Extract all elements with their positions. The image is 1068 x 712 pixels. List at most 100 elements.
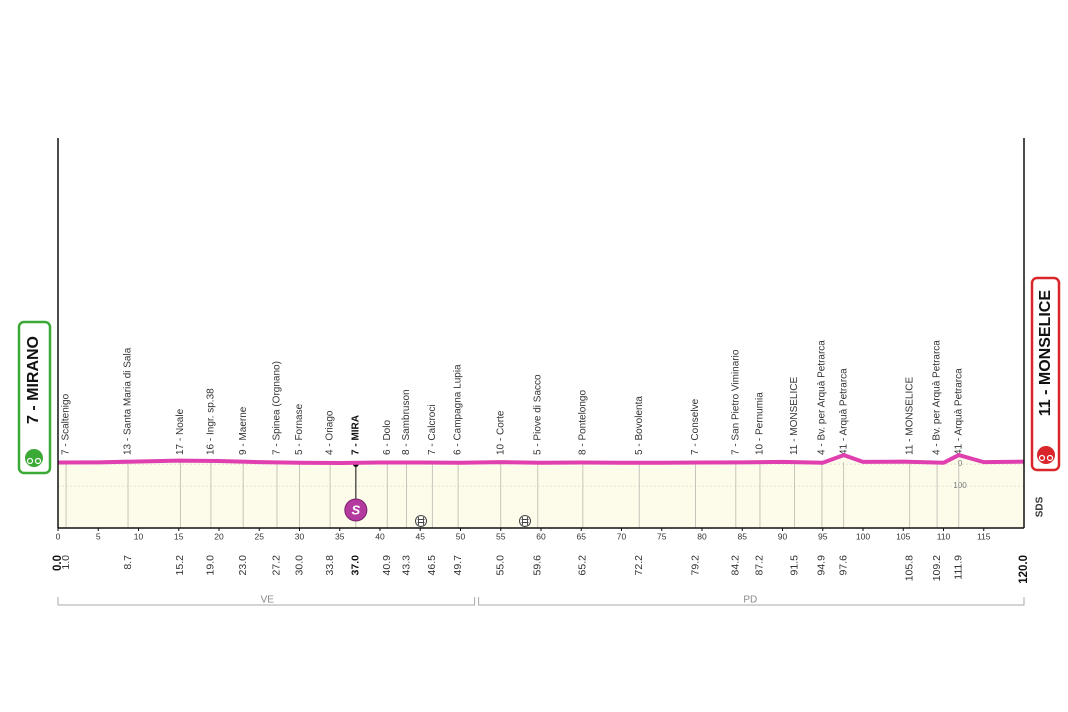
x-tick-label: 30 bbox=[295, 531, 305, 541]
km-label: 59.6 bbox=[532, 555, 544, 576]
waypoint-label: 7 - Scaltenigo bbox=[61, 393, 72, 455]
waypoint-label: 9 - Maerne bbox=[238, 406, 249, 455]
km-label: 8.7 bbox=[122, 555, 134, 570]
x-tick-label: 0 bbox=[56, 531, 61, 541]
waypoint-label: 13 - Santa Maria di Sala bbox=[123, 347, 134, 455]
x-tick-label: 5 bbox=[96, 531, 101, 541]
province-bracket bbox=[478, 597, 1025, 606]
waypoint-label: 4 - Oriago bbox=[325, 410, 336, 455]
x-tick-label: 100 bbox=[856, 531, 870, 541]
sprint-badge bbox=[344, 498, 368, 522]
level-crossing-icon bbox=[415, 515, 427, 527]
km-label: 33.8 bbox=[324, 555, 336, 576]
km-label: 111.9 bbox=[953, 555, 965, 580]
brand: SDS bbox=[1035, 496, 1046, 517]
waypoint-label: 8 - Sambruson bbox=[401, 389, 412, 455]
waypoint-label: 6 - Dolo bbox=[382, 420, 393, 455]
km-label: 87.2 bbox=[754, 555, 766, 576]
waypoint-label: 7 - Spinea (Orgnano) bbox=[272, 361, 283, 455]
x-tick-label: 105 bbox=[896, 531, 910, 541]
km-label: 84.2 bbox=[730, 555, 742, 576]
x-tick-label: 75 bbox=[657, 531, 667, 541]
finish-icon bbox=[1037, 446, 1055, 464]
km-label: 94.9 bbox=[816, 555, 828, 576]
finish-box bbox=[1030, 276, 1061, 472]
km-label: 46.5 bbox=[426, 555, 438, 576]
km-label: 0.0 bbox=[52, 555, 64, 571]
waypoint-label: 17 - Noale bbox=[175, 408, 186, 455]
waypoint-label: 5 - Bovolenta bbox=[634, 396, 645, 455]
km-label: 105.8 bbox=[903, 555, 915, 581]
x-tick-label: 70 bbox=[617, 531, 627, 541]
km-label: 120.0 bbox=[1018, 555, 1030, 584]
y-tick-label: 100 bbox=[953, 481, 967, 490]
km-label: 79.2 bbox=[689, 555, 701, 576]
x-tick-label: 90 bbox=[778, 531, 788, 541]
km-label: 72.2 bbox=[633, 555, 645, 576]
waypoint-label: 6 - Campagna Lupia bbox=[453, 364, 464, 455]
start-label: 7 - MIRANO bbox=[25, 336, 42, 424]
start-box bbox=[17, 320, 52, 475]
x-tick-label: 115 bbox=[977, 531, 991, 541]
profile-area bbox=[58, 455, 1024, 528]
level-crossing-icon bbox=[519, 515, 531, 527]
icon-wheel bbox=[26, 457, 34, 465]
x-tick-label: 40 bbox=[375, 531, 385, 541]
province-label: PD bbox=[743, 595, 757, 606]
km-label: 43.3 bbox=[400, 555, 412, 576]
waypoint-label: 11 - MONSELICE bbox=[789, 377, 800, 455]
km-label: 55.0 bbox=[495, 555, 507, 576]
x-tick-label: 110 bbox=[937, 531, 951, 541]
waypoint-label: 4 - Bv. per Arquà Petrarca bbox=[817, 340, 828, 455]
x-tick-label: 60 bbox=[536, 531, 546, 541]
km-label: 109.2 bbox=[931, 555, 943, 581]
km-label: 40.9 bbox=[381, 555, 393, 576]
x-tick-label: 95 bbox=[818, 531, 828, 541]
km-label: 1.0 bbox=[60, 555, 72, 570]
waypoint-label: 7 - San Pietro Viminario bbox=[730, 349, 741, 455]
km-label: 49.7 bbox=[452, 555, 464, 576]
km-label: 15.2 bbox=[174, 555, 186, 576]
waypoint-label: 41 - Arquà Petrarca bbox=[953, 368, 964, 455]
x-tick-label: 20 bbox=[214, 531, 224, 541]
x-tick-label: 50 bbox=[456, 531, 466, 541]
x-tick-label: 25 bbox=[255, 531, 265, 541]
x-tick-label: 65 bbox=[577, 531, 587, 541]
km-label: 37.0 bbox=[350, 555, 362, 576]
profile-line bbox=[57, 453, 1025, 465]
waypoint-label: 10 - Pernumia bbox=[755, 392, 766, 455]
waypoint-label: 7 - MIRA bbox=[350, 415, 361, 455]
waypoint-label: 16 - Ingr. sp.38 bbox=[206, 388, 217, 455]
waypoint-label: 5 - Piove di Sacco bbox=[532, 374, 543, 455]
finish-label: 11 - MONSELICE bbox=[1037, 290, 1054, 417]
sprint-symbol: S bbox=[352, 502, 361, 517]
x-tick-label: 85 bbox=[738, 531, 748, 541]
waypoint-label: 4 - Bv. per Arquà Petrarca bbox=[932, 340, 943, 455]
waypoint-label: 10 - Corte bbox=[495, 410, 506, 455]
level-crossing-icon bbox=[417, 517, 425, 525]
x-tick-label: 35 bbox=[335, 531, 345, 541]
km-label: 91.5 bbox=[788, 555, 800, 576]
km-label: 97.6 bbox=[837, 555, 849, 576]
km-label: 65.2 bbox=[577, 555, 589, 576]
waypoint-label: 7 - Calcroci bbox=[427, 404, 438, 455]
waypoint-label: 11 - MONSELICE bbox=[904, 377, 915, 455]
x-tick-label: 45 bbox=[416, 531, 426, 541]
start-icon bbox=[25, 449, 43, 467]
waypoint-label: 8 - Pontelongo bbox=[578, 390, 589, 455]
y-tick-label: 0 bbox=[958, 459, 963, 468]
level-crossing-icon bbox=[521, 517, 529, 525]
km-label: 27.2 bbox=[271, 555, 283, 576]
waypoint-label: 5 - Fornase bbox=[294, 403, 305, 455]
km-label: 30.0 bbox=[293, 555, 305, 576]
icon-wheel bbox=[34, 457, 42, 465]
x-tick-label: 80 bbox=[697, 531, 707, 541]
waypoint-label: 7 - Conselve bbox=[690, 398, 701, 455]
km-label: 19.0 bbox=[205, 555, 217, 576]
x-tick-label: 10 bbox=[134, 531, 144, 541]
waypoint-label: 41 - Arquà Petrarca bbox=[838, 368, 849, 455]
km-label: 23.0 bbox=[237, 555, 249, 576]
x-tick-label: 15 bbox=[174, 531, 184, 541]
